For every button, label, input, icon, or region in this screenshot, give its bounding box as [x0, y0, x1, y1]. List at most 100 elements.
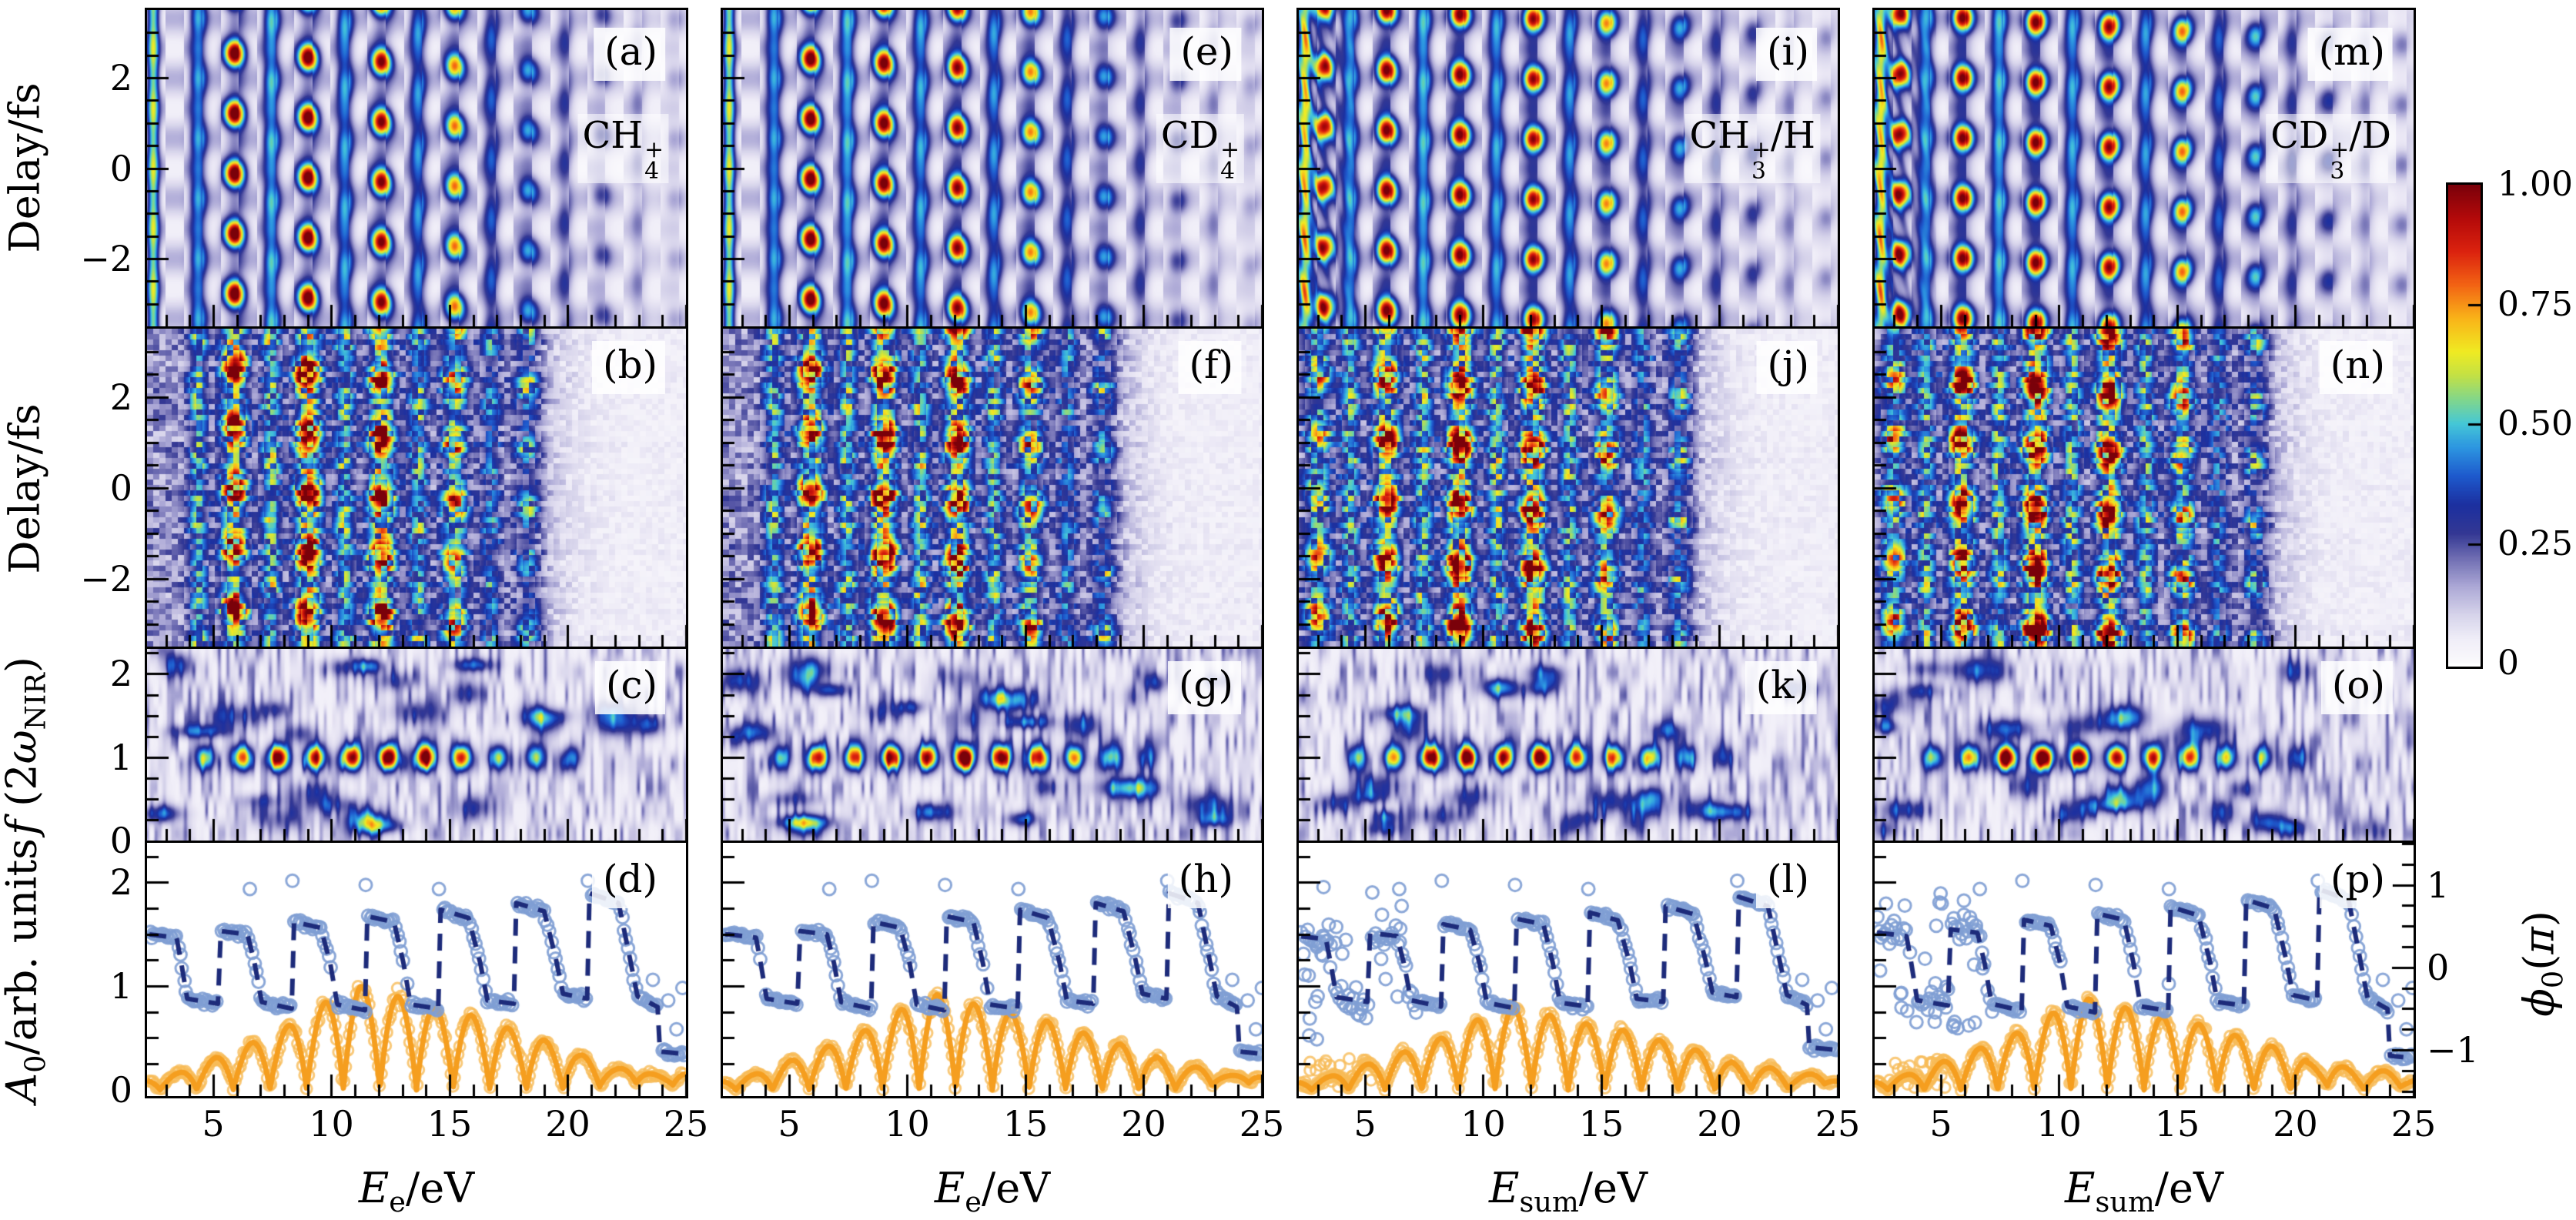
panel-letter-p: (p) [2319, 855, 2393, 908]
species-label-ch3: CH +3/H [1684, 114, 1820, 184]
x-tick-label: 15 [1578, 1103, 1624, 1145]
x-tick-label: 25 [663, 1103, 709, 1145]
amp-label-base: A [0, 1072, 46, 1103]
colorbar-tick-label: 0 [2497, 643, 2519, 683]
xlabel-col4-sub: sum [2095, 1185, 2155, 1218]
x-tick-label: 10 [885, 1103, 930, 1145]
panel-canvas [1299, 329, 1838, 647]
xlabel-col2-base: E [934, 1164, 965, 1212]
ylabel-phase: ϕ0(π) [2515, 911, 2570, 1017]
fft-tick-label: 2 [109, 653, 132, 695]
fft-label-open: (2 [0, 764, 46, 820]
panel-letter-o: (o) [2320, 661, 2393, 714]
species-label-cd4: CD +4 [1156, 114, 1244, 184]
phase-label-base: ϕ [2514, 988, 2564, 1017]
fft-label-omega: ω [0, 730, 46, 764]
panel-f [721, 329, 1264, 649]
panel-letter-m: (m) [2307, 28, 2393, 81]
panel-letter-l: (l) [1755, 855, 1817, 908]
species-label-cd3: CD +3/D [2266, 114, 2396, 184]
x-tick-label: 10 [1460, 1103, 1506, 1145]
colorbar-canvas [2448, 185, 2481, 663]
xlabel-col2: Ee/eV [935, 1164, 1050, 1218]
colorbar-tick-label: 1.00 [2497, 165, 2573, 204]
xlabel-col3: Esum/eV [1489, 1164, 1648, 1218]
panel-letter-h: (h) [1167, 855, 1241, 908]
ylabel-amplitude: A0/arb. units [0, 838, 52, 1103]
xlabel-col3-sub: sum [1519, 1185, 1579, 1218]
phase-label-open: ( [2514, 954, 2564, 971]
panel-letter-i: (i) [1755, 28, 1817, 81]
xlabel-col4-rest: /eV [2154, 1164, 2223, 1212]
x-tick-label: 20 [2273, 1103, 2318, 1145]
delay-tick-label: 2 [109, 57, 132, 99]
delay-tick-label: 0 [109, 466, 132, 509]
panel-letter-j: (j) [1756, 341, 1817, 394]
species-label-ch4: CH +4 [577, 114, 668, 184]
phase-tick-label: −1 [2427, 1028, 2479, 1071]
fft-tick-label: 0 [109, 820, 132, 861]
panel-letter-g: (g) [1167, 661, 1241, 714]
panel-letter-a: (a) [594, 28, 665, 81]
panel-letter-k: (k) [1745, 661, 1817, 714]
x-tick-label: 15 [1002, 1103, 1049, 1145]
xlabel-col2-rest: /eV [982, 1164, 1051, 1212]
xlabel-col2-sub: e [965, 1185, 982, 1218]
colorbar [2446, 182, 2483, 669]
delay-tick-label: −2 [80, 557, 132, 600]
x-tick-label: 10 [2036, 1103, 2082, 1145]
amp-label-rest: /arb. units [0, 838, 46, 1055]
x-tick-label: 5 [778, 1103, 801, 1145]
xlabel-col3-rest: /eV [1578, 1164, 1648, 1212]
delay-tick-label: 2 [109, 376, 132, 418]
delay-tick-label: −2 [80, 237, 132, 279]
phase-tick-label: 0 [2427, 946, 2450, 988]
x-tick-label: 5 [1353, 1103, 1377, 1145]
xlabel-col3-base: E [1489, 1164, 1520, 1212]
panel-letter-e: (e) [1169, 28, 1241, 81]
xlabel-col1-base: E [358, 1164, 390, 1212]
panel-letter-f: (f) [1178, 341, 1241, 394]
fft-label-close: ) [0, 657, 46, 674]
x-tick-label: 25 [1239, 1103, 1285, 1145]
fft-label-sub: NIR [18, 673, 52, 730]
colorbar-tick-label: 0.25 [2497, 523, 2573, 563]
ylabel-delay-row2-text: Delay/fs [0, 403, 49, 574]
x-tick-label: 20 [1697, 1103, 1742, 1145]
x-tick-label: 20 [1121, 1103, 1166, 1145]
fft-tick-label: 1 [109, 736, 132, 778]
phase-label-pi: π [2514, 927, 2564, 954]
panel-canvas [1299, 843, 1838, 1096]
fft-label-f: f [0, 820, 46, 835]
amp-tick-label: 0 [109, 1068, 132, 1111]
panel-d [145, 843, 688, 1098]
xlabel-col1-sub: e [389, 1185, 406, 1218]
x-tick-label: 25 [2390, 1103, 2437, 1145]
panel-letter-c: (c) [594, 661, 665, 714]
phase-label-close: ) [2514, 911, 2564, 928]
amp-tick-label: 2 [109, 861, 132, 904]
amp-tick-label: 1 [109, 965, 132, 1008]
x-tick-label: 15 [2154, 1103, 2200, 1145]
x-tick-label: 15 [427, 1103, 473, 1145]
phase-tick-label: 1 [2427, 864, 2450, 906]
xlabel-col4-base: E [2065, 1164, 2096, 1212]
ylabel-delay-row1-text: Delay/fs [0, 82, 49, 253]
panel-j [1296, 329, 1840, 649]
x-tick-label: 5 [202, 1103, 225, 1145]
ylabel-delay-row2: Delay/fs [1, 403, 49, 573]
ylabel-fft: f (2ωNIR) [0, 657, 52, 835]
x-tick-label: 10 [309, 1103, 354, 1145]
colorbar-tick-label: 0.50 [2497, 404, 2573, 443]
panel-letter-n: (n) [2319, 341, 2393, 394]
panel-letter-b: (b) [591, 341, 665, 394]
x-tick-label: 20 [545, 1103, 590, 1145]
colorbar-tick-label: 0.75 [2497, 284, 2573, 324]
delay-tick-label: 0 [109, 147, 132, 189]
phase-label-sub: 0 [2536, 970, 2570, 989]
panel-l [1296, 843, 1840, 1098]
xlabel-col1: Ee/eV [359, 1164, 474, 1218]
ylabel-delay-row1: Delay/fs [1, 82, 49, 252]
x-tick-label: 5 [1929, 1103, 1952, 1145]
